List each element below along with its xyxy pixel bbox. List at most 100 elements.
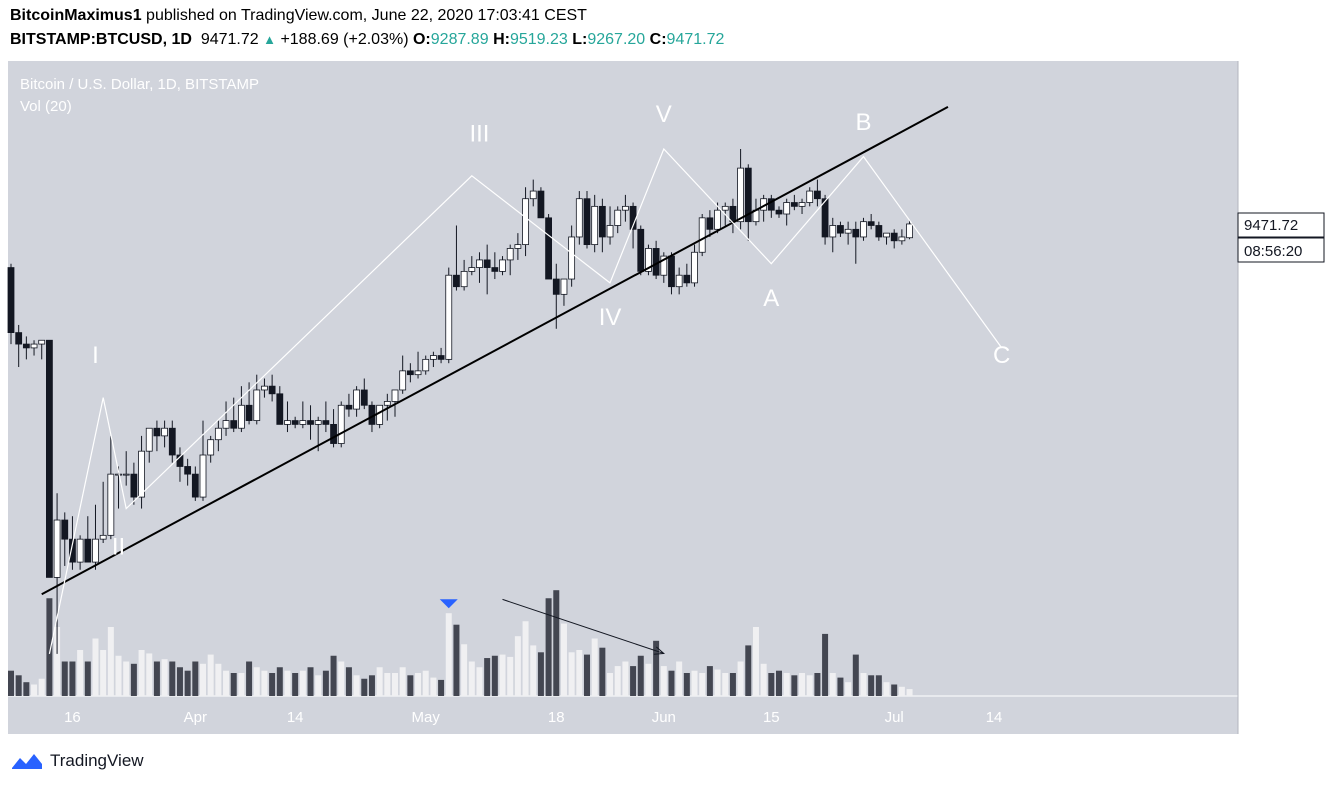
volume-bar bbox=[153, 661, 160, 696]
candle-body bbox=[268, 385, 276, 395]
candle-body bbox=[476, 259, 483, 268]
price-change: +188.69 (+2.03%) bbox=[280, 31, 409, 48]
candle-body bbox=[214, 427, 222, 441]
volume-bar bbox=[860, 673, 867, 696]
candle-body bbox=[875, 225, 883, 238]
time-tick-label: May bbox=[412, 709, 441, 726]
volume-bar bbox=[906, 689, 913, 696]
candle-body bbox=[245, 404, 253, 421]
volume-bar bbox=[691, 670, 698, 696]
candle-body bbox=[591, 205, 599, 246]
candle-body bbox=[683, 274, 691, 284]
candle-body bbox=[675, 274, 683, 288]
author-name: BitcoinMaximus1 bbox=[10, 7, 142, 24]
candle-body bbox=[406, 370, 414, 376]
candle-body bbox=[499, 259, 506, 272]
candle-body bbox=[130, 473, 138, 498]
volume-bar bbox=[568, 652, 575, 696]
volume-bar bbox=[246, 661, 253, 696]
volume-bar bbox=[115, 655, 122, 696]
candle-body bbox=[545, 217, 552, 280]
price-tick-label: 11000.00 bbox=[1250, 99, 1311, 116]
volume-bar bbox=[31, 684, 38, 696]
candle-body bbox=[506, 248, 514, 261]
volume-bar bbox=[92, 638, 99, 696]
volume-bar bbox=[345, 667, 352, 696]
candle-body bbox=[445, 274, 453, 360]
candle-body bbox=[383, 401, 391, 406]
tradingview-brand[interactable]: TradingView bbox=[10, 748, 144, 774]
volume-bar bbox=[576, 650, 583, 696]
volume-bar bbox=[822, 633, 829, 696]
volume-bar bbox=[338, 661, 345, 696]
volume-bar bbox=[806, 675, 813, 696]
volume-bar bbox=[530, 645, 537, 696]
candle-body bbox=[15, 332, 23, 345]
candle-body bbox=[53, 519, 61, 578]
volume-bar bbox=[507, 656, 514, 696]
volume-bar bbox=[768, 673, 775, 696]
volume-bar bbox=[776, 670, 782, 696]
candle-body bbox=[775, 209, 783, 215]
candle-body bbox=[790, 202, 798, 207]
volume-bar bbox=[253, 667, 260, 696]
volume-bar bbox=[461, 644, 468, 696]
candle-body bbox=[660, 255, 668, 276]
wave-label: II bbox=[112, 533, 125, 560]
candle-body bbox=[314, 420, 322, 425]
candle-body bbox=[575, 198, 583, 238]
volume-bar bbox=[38, 678, 45, 696]
volume-bar bbox=[130, 663, 137, 696]
countdown-tag: 08:56:20 bbox=[1244, 243, 1302, 260]
candle-body bbox=[783, 202, 791, 215]
candle-body bbox=[706, 217, 714, 230]
volume-bar bbox=[238, 673, 245, 696]
candle-body bbox=[230, 420, 238, 429]
candle-body bbox=[837, 225, 844, 234]
publish-info: BitcoinMaximus1 published on TradingView… bbox=[10, 7, 587, 25]
volume-bar bbox=[330, 655, 337, 696]
candle-body bbox=[168, 427, 176, 456]
candle-body bbox=[568, 236, 576, 280]
time-tick-label: Jun bbox=[652, 709, 676, 726]
volume-bar bbox=[883, 682, 890, 696]
volume-bar bbox=[138, 650, 145, 696]
time-tick-label: 14 bbox=[287, 709, 304, 726]
candle-body bbox=[614, 209, 622, 226]
volume-bar bbox=[791, 675, 798, 696]
time-tick-label: 18 bbox=[548, 709, 565, 726]
candle-body bbox=[806, 190, 814, 203]
time-tick-label: Jul bbox=[885, 709, 904, 726]
volume-bar bbox=[161, 659, 168, 696]
wave-label: I bbox=[92, 342, 99, 369]
volume-bar bbox=[399, 667, 406, 696]
volume-bar bbox=[799, 673, 806, 696]
volume-bar bbox=[614, 666, 621, 696]
volume-marker-icon bbox=[439, 599, 458, 609]
candle-body bbox=[30, 343, 38, 349]
candle-body bbox=[844, 228, 852, 234]
wave-label: B bbox=[855, 109, 871, 136]
volume-bar bbox=[230, 673, 237, 696]
volume-bar bbox=[484, 658, 491, 696]
volume-bar bbox=[299, 670, 306, 696]
volume-bar bbox=[207, 654, 214, 696]
candle-body bbox=[890, 232, 898, 242]
volume-bar bbox=[491, 655, 498, 696]
volume-bar bbox=[722, 673, 729, 696]
volume-bar bbox=[368, 675, 375, 696]
support-trendline bbox=[41, 106, 949, 596]
volume-bar bbox=[292, 673, 299, 696]
volume-bar bbox=[591, 638, 598, 696]
up-arrow-icon: ▲ bbox=[263, 32, 276, 47]
high-label: H: bbox=[493, 31, 510, 48]
volume-indicator-label: Vol (20) bbox=[20, 98, 72, 115]
candle-body bbox=[199, 454, 207, 498]
volume-bar bbox=[760, 663, 767, 696]
candle-body bbox=[7, 267, 15, 333]
candle-body bbox=[46, 339, 53, 578]
candle-body bbox=[353, 389, 361, 410]
volume-bar bbox=[107, 627, 114, 696]
candle-body bbox=[883, 232, 890, 238]
